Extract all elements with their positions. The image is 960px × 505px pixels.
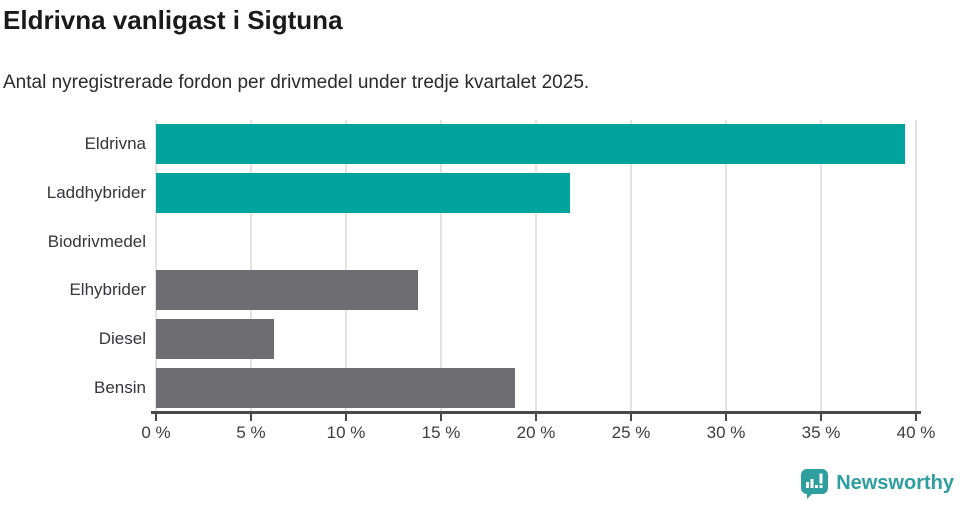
gridline-25-pct — [630, 120, 632, 412]
bar-track-elhybrider — [156, 270, 916, 311]
x-tick-0-pct — [155, 414, 157, 421]
x-tick-15-pct — [440, 414, 442, 421]
chart-title: Eldrivna vanligast i Sigtuna — [3, 5, 343, 35]
gridline-30-pct — [725, 120, 727, 412]
x-tick-25-pct — [630, 414, 632, 421]
category-label-elhybrider: Elhybrider — [69, 280, 146, 300]
bar-row-diesel: Diesel — [0, 315, 960, 363]
x-tick-30-pct — [725, 414, 727, 421]
x-tick-label-30-pct: 30 % — [706, 423, 746, 442]
category-label-diesel: Diesel — [98, 329, 146, 348]
bar-elhybrider — [156, 270, 419, 311]
x-tick-label-20-pct: 20 % — [516, 423, 556, 442]
bar-row-laddhybrider: Laddhybrider — [0, 169, 960, 217]
newsworthy-logo-text: Newsworthy — [836, 471, 954, 494]
x-tick-label-5-pct: 5 % — [236, 423, 266, 442]
bar-track-eldrivna — [156, 124, 916, 165]
bar-bensin — [156, 367, 516, 408]
x-tick-40-pct — [915, 414, 917, 421]
x-tick-label-40-pct: 40 % — [896, 423, 936, 442]
bar-row-elhybrider: Elhybrider — [0, 266, 960, 314]
bar-track-bensin — [156, 367, 916, 408]
bar-track-laddhybrider — [156, 173, 916, 213]
bar-rows: Eldrivna Laddhybrider Biodrivmedel Elhybrid… — [0, 120, 960, 412]
bar-diesel — [156, 319, 274, 359]
x-tick-label-25-pct: 25 % — [611, 423, 651, 442]
bar-row-bensin: Bensin — [0, 364, 960, 412]
x-tick-35-pct — [820, 414, 822, 421]
gridline-10-pct — [345, 120, 347, 412]
gridline-40-pct — [915, 120, 917, 412]
bar-row-biodrivmedel: Biodrivmedel — [0, 218, 960, 266]
x-tick-label-15-pct: 15 % — [421, 423, 461, 442]
category-label-bensin: Bensin — [94, 377, 146, 397]
category-label-laddhybrider: Laddhybrider — [46, 183, 146, 202]
chart-subtitle: Antal nyregistrerade fordon per drivmede… — [3, 72, 590, 93]
x-tick-10-pct — [345, 414, 347, 421]
category-label-biodrivmedel: Biodrivmedel — [47, 231, 146, 251]
gridline-0-pct — [155, 120, 157, 412]
bar-track-diesel — [156, 319, 916, 359]
x-tick-20-pct — [535, 414, 537, 421]
gridline-35-pct — [820, 120, 822, 412]
x-tick-label-35-pct: 35 % — [801, 423, 841, 442]
bar-eldrivna — [156, 124, 905, 165]
category-label-eldrivna: Eldrivna — [84, 134, 146, 154]
plot-gridlines — [155, 120, 917, 412]
gridline-20-pct — [535, 120, 537, 412]
gridline-15-pct — [440, 120, 442, 412]
x-tick-5-pct — [250, 414, 252, 421]
bar-laddhybrider — [156, 173, 571, 213]
bar-row-eldrivna: Eldrivna — [0, 120, 960, 168]
x-tick-label-0-pct: 0 % — [141, 423, 171, 442]
gridline-5-pct — [250, 120, 252, 412]
bar-chart-speech-bubble-icon — [801, 468, 829, 499]
newsworthy-branding: Newsworthy — [800, 467, 954, 499]
bar-track-biodrivmedel — [156, 222, 916, 262]
x-axis-line — [151, 411, 921, 414]
x-tick-label-10-pct: 10 % — [326, 423, 366, 442]
